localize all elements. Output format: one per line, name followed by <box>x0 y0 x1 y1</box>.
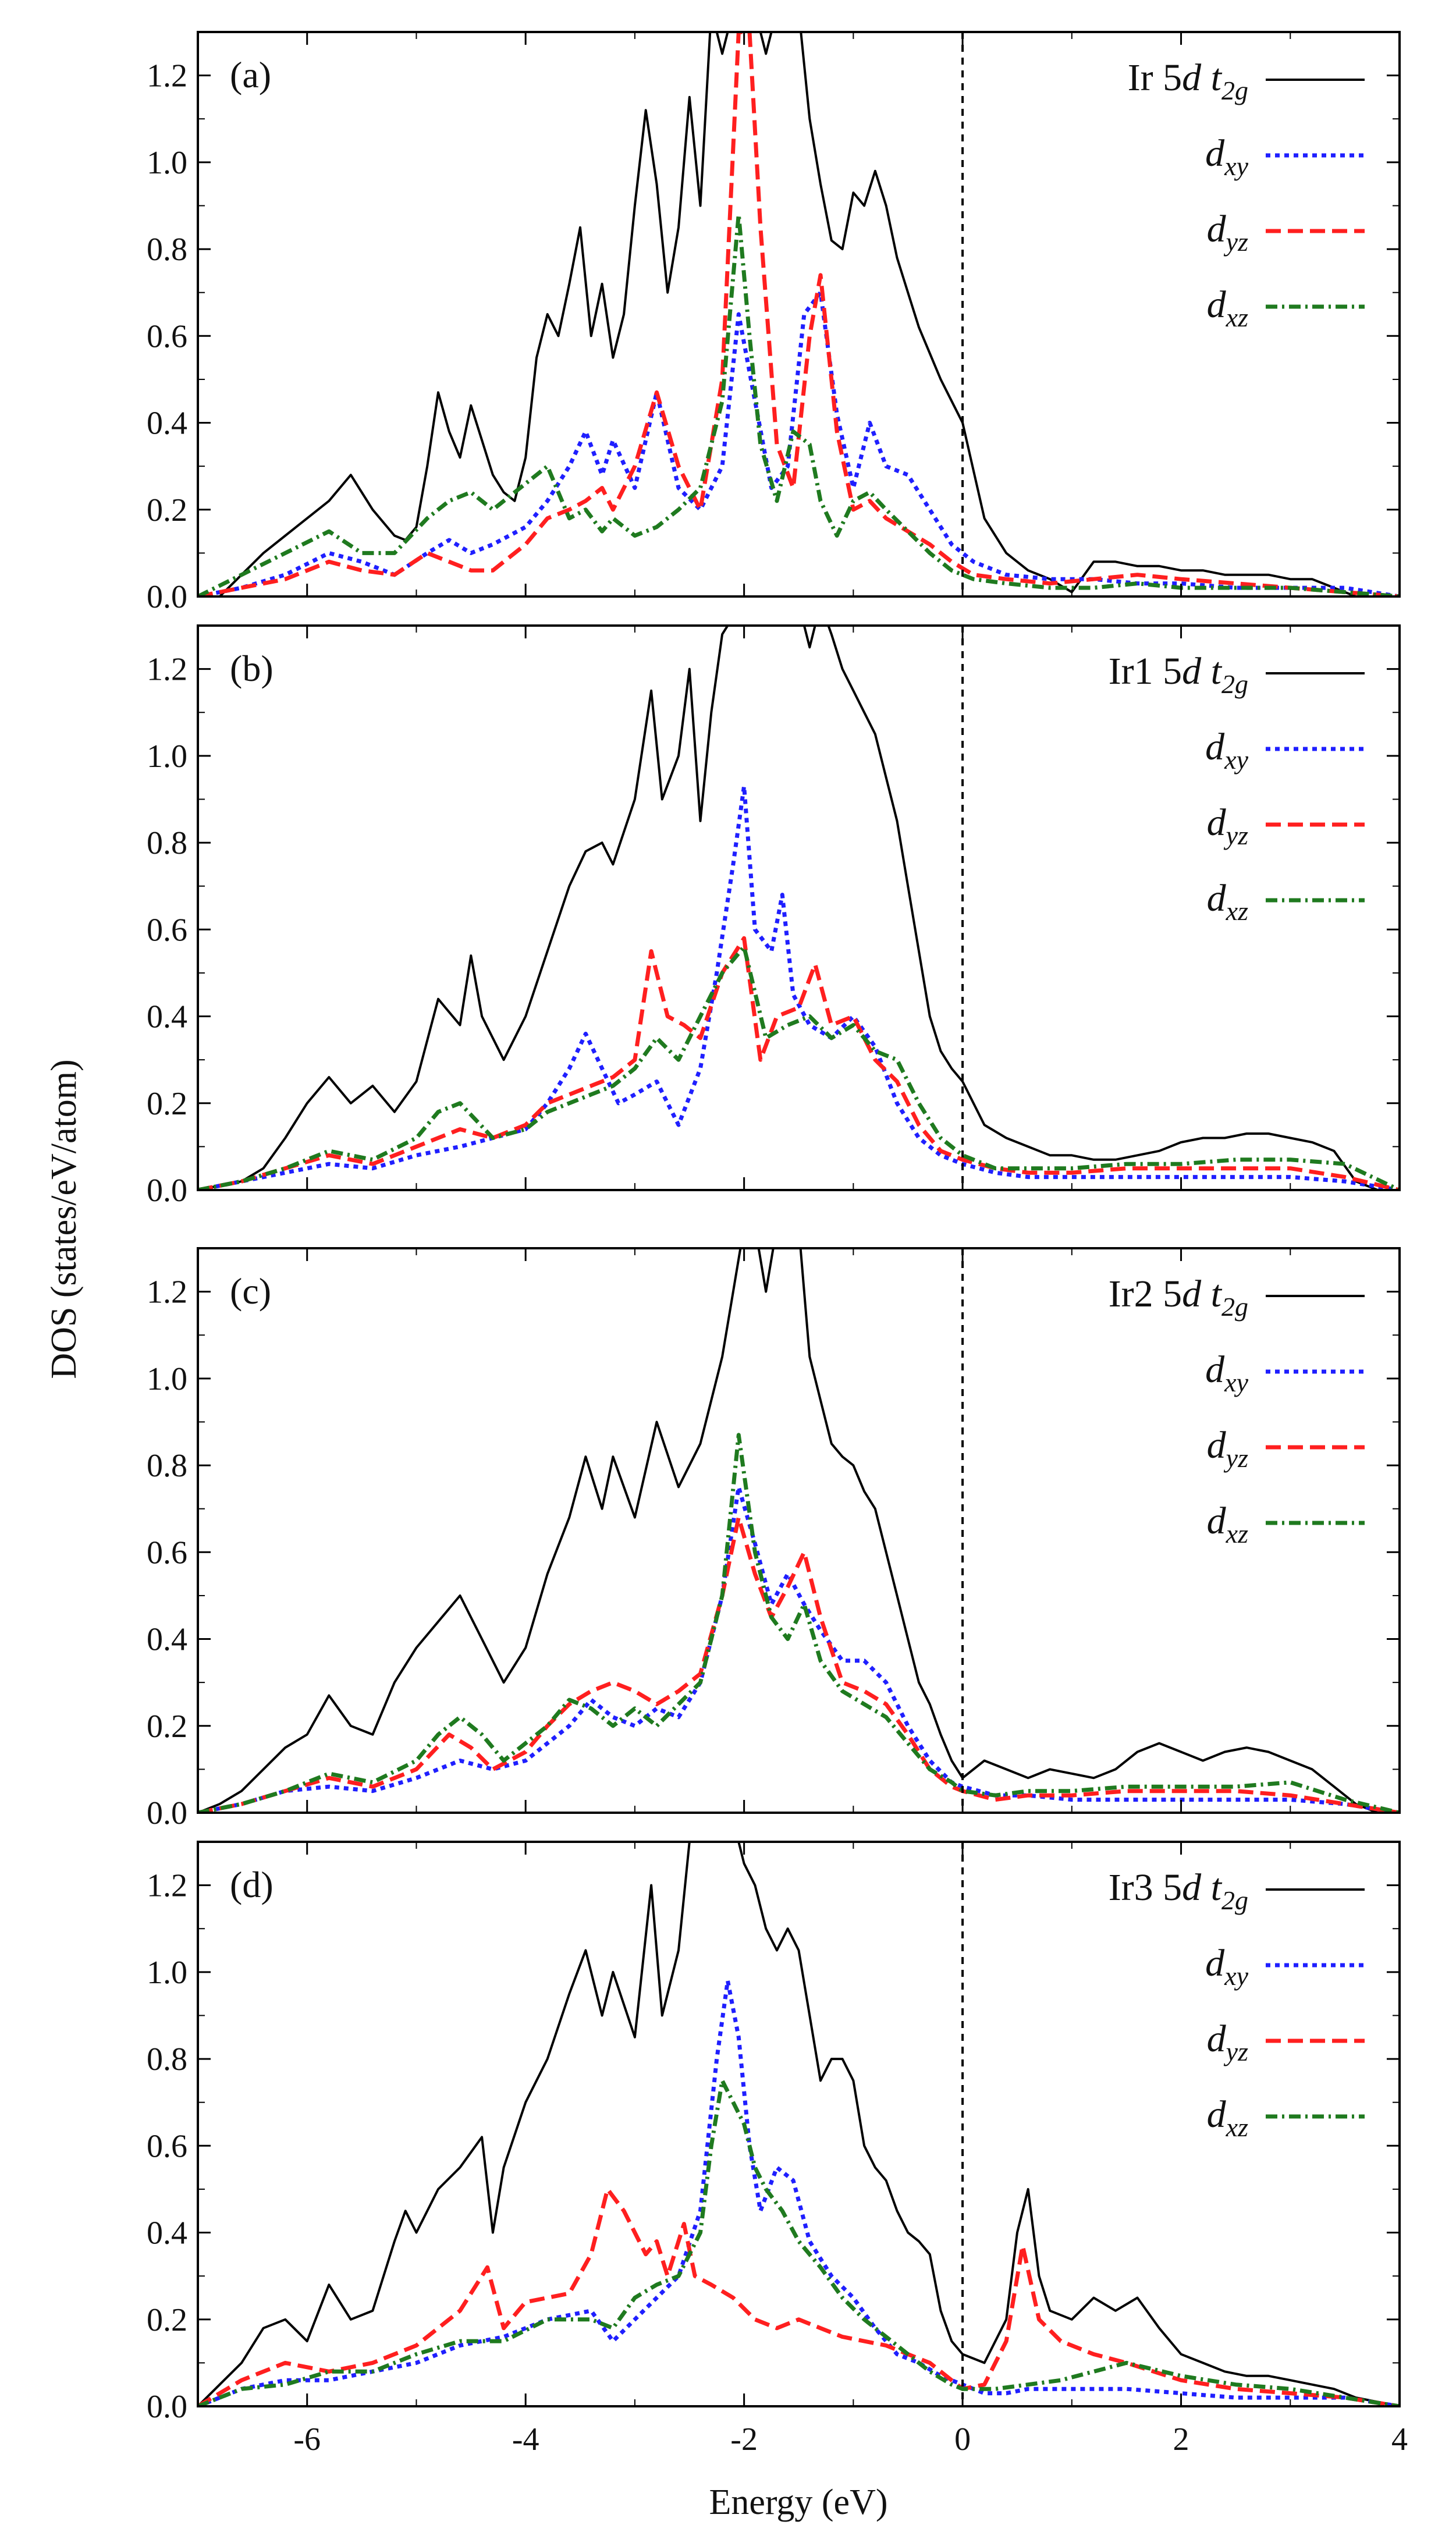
series-line-dxy <box>198 290 1400 596</box>
legend-title: Ir1 5d t2g <box>1109 650 1248 699</box>
series-line-t2g <box>198 1248 1400 1813</box>
y-tick-label: 0.8 <box>147 232 187 268</box>
series-line-dxy <box>198 1979 1400 2406</box>
series-line-dyz <box>198 936 1400 1190</box>
series-line-dxz <box>198 944 1400 1190</box>
legend-label-dxz: dxz <box>1207 283 1248 332</box>
y-tick-label: 0.2 <box>147 1086 187 1122</box>
series-line-dyz <box>198 32 1400 596</box>
panel-label: (d) <box>230 1864 274 1905</box>
y-tick-label: 1.0 <box>147 1361 187 1397</box>
series-line-dyz <box>198 1515 1400 1813</box>
series-lines <box>198 1248 1400 1813</box>
x-tick-label: -6 <box>293 2421 321 2457</box>
panel-label: (c) <box>230 1270 271 1312</box>
y-tick-label: 0.8 <box>147 825 187 861</box>
y-tick-label: 1.0 <box>147 145 187 181</box>
series-lines <box>198 626 1400 1190</box>
x-tick-label: 4 <box>1391 2421 1408 2457</box>
y-tick-label: 0.2 <box>147 1709 187 1745</box>
panel-label: (a) <box>230 54 271 95</box>
x-tick-label: 2 <box>1173 2421 1189 2457</box>
legend-label-dyz: dyz <box>1207 1424 1248 1473</box>
panels: 0.0 0.2 0.4 0.6 0.8 1.0 1.2 (a) Ir 5d t2g dxy dyz d… <box>147 31 1408 2457</box>
series-line-dxz <box>198 2078 1400 2406</box>
y-tick-label: 1.0 <box>147 738 187 775</box>
panel-label: (b) <box>230 648 274 689</box>
y-tick-label: 0.6 <box>147 912 187 948</box>
legend-label-dyz: dyz <box>1207 208 1248 257</box>
y-tick-label: 0.8 <box>147 1448 187 1484</box>
legend-label-dxy: dxy <box>1205 132 1248 181</box>
panel-a: 0.0 0.2 0.4 0.6 0.8 1.0 1.2 (a) Ir 5d t2g dxy dyz d… <box>147 31 1401 615</box>
y-tick-label: 0.6 <box>147 318 187 354</box>
series-line-dyz <box>198 2187 1400 2406</box>
y-tick-label: 0.4 <box>147 406 187 442</box>
panel-d: 0.0 0.2 0.4 0.6 0.8 1.0 1.2 -6 -4 -2 0 2 4 (d) Ir3 5d … <box>147 1841 1408 2457</box>
series-line-t2g <box>198 32 1400 596</box>
series-line-dxz <box>198 1433 1400 1813</box>
y-tick-label: 0.0 <box>147 1173 187 1209</box>
y-tick-label: 1.2 <box>147 1868 187 1904</box>
y-tick-label: 0.6 <box>147 1535 187 1571</box>
plot-frame <box>197 624 1401 1191</box>
panel-c: 0.0 0.2 0.4 0.6 0.8 1.0 1.2 (c) Ir2 5d t2g dxy dyz… <box>147 1247 1401 1831</box>
legend-title: Ir2 5d t2g <box>1109 1273 1248 1322</box>
y-tick-label: 0.2 <box>147 492 187 528</box>
y-tick-label: 0.8 <box>147 2041 187 2077</box>
x-tick-label: -2 <box>730 2421 758 2457</box>
panel-b: 0.0 0.2 0.4 0.6 0.8 1.0 1.2 (b) Ir1 5d t2g dxy dyz… <box>147 624 1401 1209</box>
plot-frame <box>197 1247 1401 1814</box>
y-tick-label: 1.2 <box>147 58 187 94</box>
legend-title: Ir 5d t2g <box>1128 56 1248 105</box>
series-line-t2g <box>198 626 1400 1190</box>
legend-label-dxz: dxz <box>1207 1500 1248 1549</box>
y-tick-label: 0.0 <box>147 1795 187 1831</box>
series-lines <box>198 32 1400 596</box>
y-tick-label: 0.4 <box>147 2215 187 2251</box>
legend-label-dxy: dxy <box>1205 726 1248 775</box>
y-tick-label: 0.4 <box>147 1622 187 1658</box>
legend-label-dyz: dyz <box>1207 2018 1248 2066</box>
y-tick-label: 1.2 <box>147 1274 187 1311</box>
legend-label-dxz: dxz <box>1207 2093 1248 2142</box>
legend-title: Ir3 5d t2g <box>1109 1866 1248 1915</box>
series-lines <box>198 1842 1400 2406</box>
x-tick-label: -4 <box>512 2421 539 2457</box>
plot-frame <box>197 31 1401 598</box>
series-line-dxz <box>198 212 1400 596</box>
series-line-dxy <box>198 784 1400 1190</box>
legend-label-dxz: dxz <box>1207 877 1248 926</box>
plot-frame <box>197 1841 1401 2407</box>
x-tick-label: 0 <box>954 2421 971 2457</box>
y-tick-label: 0.0 <box>147 579 187 615</box>
legend-label-dxy: dxy <box>1205 1942 1248 1991</box>
y-tick-label: 1.2 <box>147 652 187 688</box>
x-axis-title: Energy (eV) <box>709 2483 887 2522</box>
y-tick-label: 0.0 <box>147 2389 187 2425</box>
series-line-dxy <box>198 1485 1400 1813</box>
legend-label-dxy: dxy <box>1205 1348 1248 1397</box>
y-tick-label: 0.4 <box>147 999 187 1035</box>
y-tick-label: 0.2 <box>147 2302 187 2338</box>
y-tick-label: 0.6 <box>147 2128 187 2164</box>
y-axis-title: DOS (states/eV/atom) <box>44 1059 84 1379</box>
y-tick-label: 1.0 <box>147 1955 187 1991</box>
series-line-t2g <box>198 1842 1400 2406</box>
legend-label-dyz: dyz <box>1207 801 1248 850</box>
